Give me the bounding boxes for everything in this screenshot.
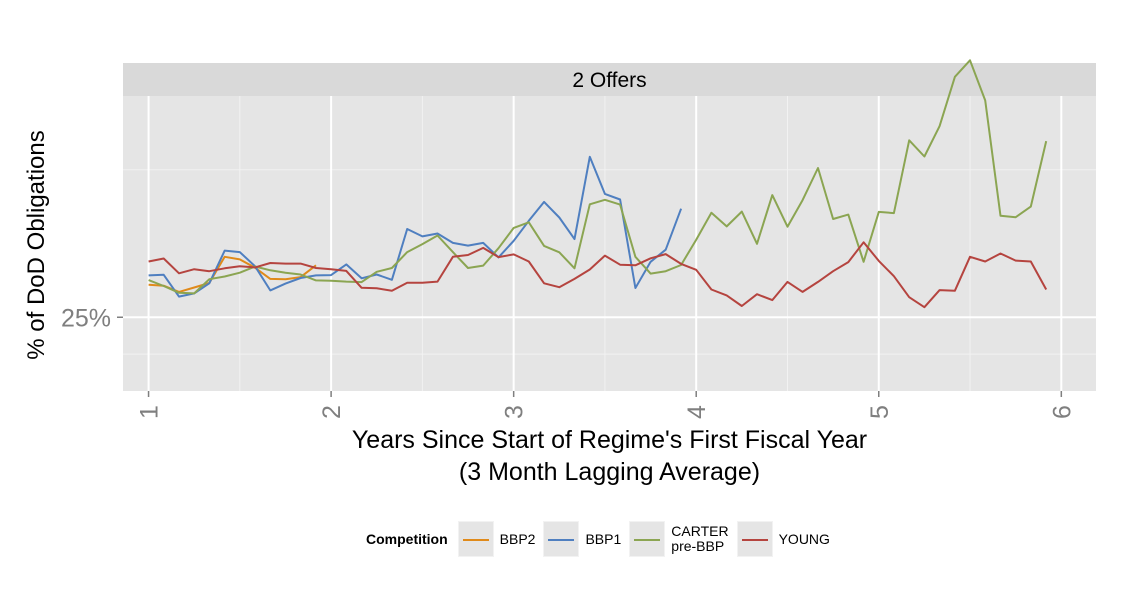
x-axis-title: Years Since Start of Regime's First Fisc… xyxy=(352,426,867,486)
x-axis: 1 2 3 4 5 6 xyxy=(136,391,1076,419)
series-line-young xyxy=(148,241,1048,309)
x-axis-title-line-1: Years Since Start of Regime's First Fisc… xyxy=(352,426,867,454)
legend-key xyxy=(457,521,494,557)
legend-item: YOUNG xyxy=(736,521,832,557)
legend-key-line xyxy=(634,539,661,541)
legend-title: Competition xyxy=(366,531,448,547)
legend-label: CARTER pre-BBP xyxy=(671,523,729,554)
legend-label: YOUNG xyxy=(778,530,830,547)
major-gridlines xyxy=(123,96,1096,391)
x-tick-label: 3 xyxy=(501,405,529,419)
y-axis-title: % of DoD Obligations xyxy=(23,130,50,359)
x-tick-label: 2 xyxy=(318,405,346,419)
legend-key-line xyxy=(462,539,489,541)
legend-items: BBP2 BBP1 CARTER pre-BBP YOUNG xyxy=(457,521,838,557)
strip-background xyxy=(123,63,1096,96)
x-tick-label: 4 xyxy=(683,405,711,419)
y-axis: 25% xyxy=(61,304,123,332)
x-tick-label: 6 xyxy=(1048,405,1076,419)
plot-panel xyxy=(123,96,1096,391)
legend-label: BBP2 xyxy=(499,530,536,547)
legend-key xyxy=(629,521,666,557)
legend-item: BBP1 xyxy=(543,521,623,557)
series-line-bbp1 xyxy=(148,155,683,298)
x-tick-label: 5 xyxy=(866,405,894,419)
legend-key-line xyxy=(548,539,575,541)
legend-item: CARTER pre-BBP xyxy=(629,521,730,557)
legend-key xyxy=(543,521,580,557)
legend-key xyxy=(736,521,773,557)
x-tick-label: 1 xyxy=(136,405,164,419)
series-line-carter xyxy=(148,59,1048,295)
legend-label: BBP1 xyxy=(585,530,622,547)
x-axis-title-line-2: (3 Month Lagging Average) xyxy=(459,458,760,486)
series-lines xyxy=(148,59,1048,309)
y-tick-label: 25% xyxy=(61,304,111,332)
facet-title: 2 Offers xyxy=(572,69,646,92)
legend-key-line xyxy=(741,539,768,541)
legend-item: BBP2 xyxy=(457,521,538,557)
legend: Competition BBP2 BBP1 CARTER pre-BBP YOUNG xyxy=(366,519,838,559)
